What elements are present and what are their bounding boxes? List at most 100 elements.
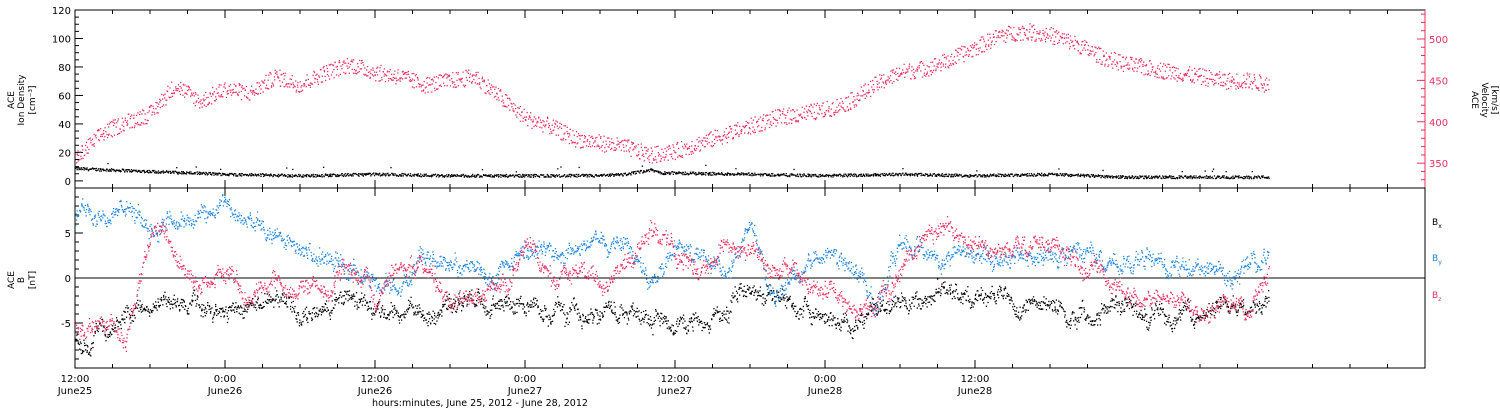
top-series-point	[340, 65, 342, 67]
top-series-point	[374, 71, 376, 73]
bottom-series-point	[76, 339, 78, 341]
top-series-point	[745, 124, 748, 127]
top-series-point	[579, 138, 581, 140]
top-series-point	[695, 148, 698, 150]
bottom-series-point	[394, 314, 396, 316]
bottom-series-point	[268, 300, 270, 302]
bottom-series-point	[138, 310, 140, 312]
top-series-point	[221, 174, 223, 176]
top-right-tick-label: 400	[1429, 118, 1448, 129]
top-series-point	[1134, 62, 1136, 64]
top-series-point	[442, 77, 444, 79]
bottom-series-point	[98, 328, 100, 330]
top-series-point	[945, 63, 947, 65]
top-series-point	[763, 173, 765, 175]
bottom-series-point	[301, 324, 303, 326]
bottom-series-point	[285, 303, 287, 305]
top-series-point	[1137, 67, 1139, 69]
top-series-point	[367, 172, 369, 175]
top-series-point	[783, 122, 786, 124]
bottom-series-point	[498, 308, 500, 310]
top-series-point	[1185, 73, 1187, 76]
top-series-point	[164, 171, 167, 173]
top-series-point	[143, 170, 145, 172]
bottom-series-point	[378, 312, 381, 314]
top-series-point	[660, 173, 662, 175]
bottom-series-point	[278, 306, 280, 308]
top-series-point	[418, 86, 420, 88]
top-series-point	[1244, 83, 1246, 85]
top-series-point	[524, 118, 526, 121]
top-series-point	[1210, 177, 1212, 179]
top-series-point	[1261, 84, 1263, 86]
top-series-point	[856, 105, 858, 107]
top-series-point	[1079, 51, 1081, 54]
top-series-point	[290, 83, 292, 86]
top-series-point	[979, 39, 981, 42]
top-series-point	[1063, 173, 1066, 175]
top-series-point	[1068, 48, 1071, 50]
top-series-point	[729, 174, 731, 176]
bottom-series-point	[150, 310, 153, 312]
top-series-point	[617, 143, 619, 145]
top-series-point	[459, 175, 461, 177]
bottom-series-point	[175, 306, 177, 308]
top-series-point	[1100, 177, 1102, 179]
top-series-point	[1061, 36, 1064, 39]
top-series-point	[284, 72, 286, 74]
top-series-point	[999, 31, 1001, 33]
top-series-point	[1007, 30, 1009, 32]
top-series-point	[1006, 174, 1008, 176]
top-series-point	[1011, 39, 1013, 41]
top-series-point	[434, 173, 437, 175]
top-series-point	[1083, 44, 1086, 46]
top-series-point	[147, 119, 149, 122]
top-series-point	[235, 91, 237, 93]
top-series-point	[1254, 175, 1256, 177]
top-series-point	[1002, 175, 1005, 177]
top-series-point	[172, 92, 174, 95]
top-series-point	[1250, 176, 1252, 178]
top-series-point	[106, 133, 108, 136]
top-series-point	[916, 174, 918, 176]
bottom-series-point	[235, 302, 237, 304]
top-left-tick-label: 60	[58, 91, 71, 102]
top-series-point	[452, 174, 454, 176]
top-series-point	[542, 174, 544, 176]
bottom-series-point	[429, 313, 431, 315]
bottom-series-point	[306, 319, 308, 321]
top-series-point	[1114, 52, 1117, 54]
top-series-point	[632, 171, 634, 173]
top-series-point	[75, 166, 78, 168]
top-series-point	[203, 100, 205, 102]
top-series-point	[1090, 53, 1092, 55]
bottom-series-point	[261, 307, 264, 309]
top-series-point	[277, 76, 279, 79]
top-series-point	[107, 162, 109, 165]
top-series-point	[595, 174, 598, 176]
top-series-point	[146, 123, 148, 125]
top-series-point	[139, 124, 141, 126]
top-series-point	[117, 133, 119, 135]
top-series-point	[220, 84, 222, 86]
top-series-point	[871, 86, 873, 88]
top-series-point	[988, 45, 990, 47]
top-series-point	[1054, 31, 1056, 33]
top-series-point	[159, 101, 161, 103]
top-series-point	[155, 108, 157, 110]
top-series-point	[832, 174, 834, 176]
bottom-series-point	[494, 305, 496, 308]
top-series-point	[250, 89, 252, 91]
top-series-point	[1129, 67, 1131, 69]
top-series-point	[456, 174, 459, 176]
top-series-point	[369, 77, 371, 79]
top-series-point	[399, 80, 401, 82]
bottom-series-point	[390, 302, 392, 304]
top-series-point	[1144, 64, 1146, 67]
top-series-point	[409, 79, 411, 81]
top-series-point	[583, 174, 585, 176]
bottom-series-point	[112, 325, 114, 327]
top-series-point	[842, 102, 844, 104]
top-series-point	[973, 46, 975, 48]
top-series-point	[875, 175, 878, 177]
